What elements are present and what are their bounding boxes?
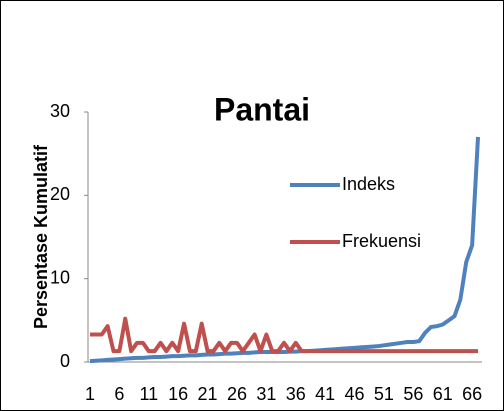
x-tick-label: 1 (85, 384, 95, 404)
y-tick-label: 10 (50, 267, 70, 287)
x-tick-label: 6 (114, 384, 124, 404)
x-tick-label: 51 (374, 384, 394, 404)
line-series (89, 136, 480, 364)
line-series (90, 316, 478, 354)
x-tick-label: 61 (433, 384, 453, 404)
x-tick-label: 11 (139, 384, 158, 404)
chart-title: Pantai (214, 91, 310, 127)
legend-label: Indeks (342, 174, 395, 194)
x-tick-label: 31 (256, 384, 276, 404)
y-tick-label: 0 (60, 351, 70, 371)
x-tick-label: 16 (168, 384, 188, 404)
y-axis-title: Persentase Kumulatif (31, 144, 51, 329)
x-tick-label: 36 (286, 384, 306, 404)
x-tick-label: 26 (227, 384, 247, 404)
x-tick-label: 41 (315, 384, 335, 404)
x-tick-label: 56 (403, 384, 423, 404)
x-tick-label: 46 (345, 384, 365, 404)
y-tick-label: 30 (50, 101, 70, 121)
x-tick-label: 21 (198, 384, 218, 404)
x-tick-label: 66 (462, 384, 482, 404)
y-tick-label: 20 (50, 184, 70, 204)
legend-label: Frekuensi (342, 231, 421, 251)
